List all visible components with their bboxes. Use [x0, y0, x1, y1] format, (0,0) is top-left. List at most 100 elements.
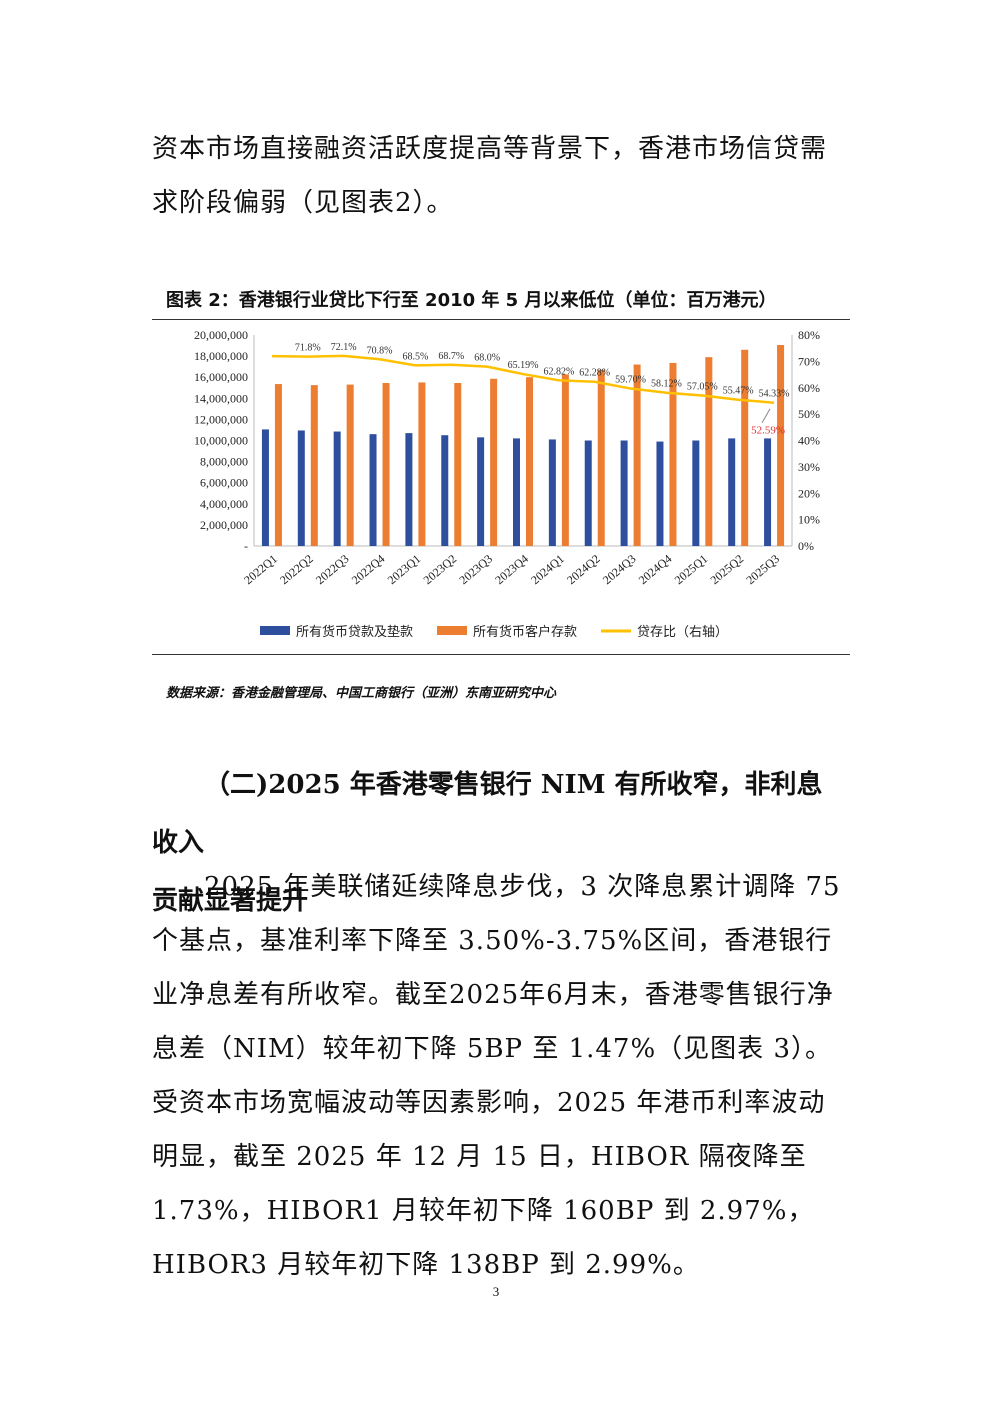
ratio-data-label: 68.5% — [402, 351, 428, 362]
loan-bar — [441, 435, 449, 546]
section-body: 2025 年美联储延续降息步伐，3 次降息累计调降 75 个基点，基准利率下降至… — [152, 860, 842, 1292]
y-right-tick-label: 60% — [798, 381, 820, 395]
deposit-bar — [454, 383, 462, 546]
section-body-text: 2025 年美联储延续降息步伐，3 次降息累计调降 75 个基点，基准利率下降至… — [152, 872, 841, 1280]
deposit-bar — [346, 384, 354, 546]
x-tick-label: 2024Q2 — [564, 552, 603, 588]
figure-source: 数据来源：香港金融管理局、中国工商银行（亚洲）东南亚研究中心 — [166, 686, 557, 701]
ratio-data-label: 58.12% — [651, 379, 682, 390]
legend-label: 所有货币客户存款 — [473, 624, 577, 640]
loan-bar — [764, 438, 772, 546]
deposit-bar — [741, 349, 749, 546]
loan-bar — [513, 438, 520, 546]
y-right-tick-label: 10% — [798, 513, 820, 527]
deposit-bar — [633, 364, 641, 546]
x-tick-label: 2023Q2 — [421, 552, 460, 588]
ratio-annotation: 52.59% — [751, 425, 785, 437]
section-heading: （二)2025 年香港零售银行 NIM 有所收窄，非利息收入 贡献显著提升 — [152, 756, 847, 930]
ratio-data-label: 62.82% — [543, 366, 574, 377]
x-tick-label: 2022Q4 — [349, 552, 388, 588]
y-right-tick-label: 70% — [798, 354, 820, 368]
deposit-bar — [669, 362, 677, 546]
legend-label: 贷存比（右轴） — [637, 625, 728, 640]
deposit-bar — [526, 377, 533, 546]
y-right-tick-label: 20% — [798, 486, 820, 500]
loan-bar — [584, 440, 592, 546]
loan-bar — [620, 440, 628, 546]
ratio-data-label: 57.05% — [687, 382, 718, 393]
annotation-leader-line — [761, 408, 771, 423]
ratio-data-label: 65.19% — [508, 360, 539, 371]
deposit-bar — [418, 382, 426, 546]
loan-bar — [369, 434, 377, 546]
ratio-data-label: 71.8% — [295, 343, 321, 354]
y-left-tick-label: 4,000,000 — [200, 497, 248, 511]
y-right-tick-label: 40% — [798, 434, 820, 448]
loan-bar — [692, 440, 700, 546]
deposit-bar — [561, 374, 569, 546]
loan-bar — [405, 433, 413, 546]
figure-title: 图表 2：香港银行业贷比下行至 2010 年 5 月以来低位（单位：百万港元） — [166, 290, 777, 311]
figure-bottom-rule — [152, 654, 850, 655]
y-right-tick-label: 50% — [798, 407, 820, 421]
legend-swatch — [437, 626, 467, 635]
x-tick-label: 2024Q3 — [600, 552, 639, 588]
deposit-bar — [490, 378, 498, 546]
loan-bar — [656, 441, 664, 546]
x-tick-label: 2025Q3 — [743, 552, 782, 588]
deposit-bar — [777, 345, 785, 546]
y-left-tick-label: 10,000,000 — [194, 434, 248, 448]
section-heading-line1: （二)2025 年香港零售银行 NIM 有所收窄，非利息收入 — [152, 770, 823, 858]
y-left-tick-label: 8,000,000 — [200, 455, 248, 469]
y-left-tick-label: 16,000,000 — [194, 370, 248, 384]
y-left-tick-label: 2,000,000 — [200, 518, 248, 532]
deposit-bar — [597, 369, 605, 546]
intro-text: 资本市场直接融资活跃度提高等背景下，香港市场信贷需求阶段偏弱（见图表2）。 — [152, 134, 828, 218]
x-tick-label: 2024Q1 — [528, 552, 567, 588]
page-number: 3 — [492, 1284, 500, 1299]
y-left-tick-label: 12,000,000 — [194, 412, 248, 426]
y-right-tick-label: 0% — [798, 539, 814, 553]
x-tick-label: 2022Q2 — [277, 552, 316, 588]
loan-bar — [261, 429, 269, 546]
loan-deposit-ratio-line — [271, 354, 775, 404]
ratio-data-label: 54.33% — [759, 389, 790, 400]
deposit-bar — [382, 383, 390, 546]
deposit-bar — [310, 385, 318, 546]
section-heading-line2: 贡献显著提升 — [152, 886, 309, 916]
loan-bar — [548, 439, 556, 546]
y-left-tick-label: 20,000,000 — [194, 328, 248, 342]
intro-paragraph: 资本市场直接融资活跃度提高等背景下，香港市场信贷需求阶段偏弱（见图表2）。 — [152, 122, 842, 230]
legend-label: 所有货币贷款及垫款 — [296, 624, 413, 640]
x-tick-label: 2023Q3 — [456, 552, 495, 588]
x-tick-label: 2023Q1 — [385, 552, 424, 588]
loan-deposit-chart: 20,000,000 18,000,000 16,000,000 14,000,000… — [194, 328, 820, 640]
x-tick-label: 2025Q1 — [672, 552, 711, 588]
x-tick-label: 2024Q4 — [636, 552, 675, 588]
x-tick-label: 2025Q2 — [708, 552, 747, 588]
ratio-data-label: 62.28% — [579, 368, 610, 379]
ratio-data-label: 59.70% — [615, 375, 646, 386]
y-right-tick-label: 80% — [798, 328, 820, 342]
ratio-data-label: 72.1% — [331, 342, 357, 353]
figure-top-rule — [152, 319, 850, 320]
y-left-tick-label: 18,000,000 — [194, 349, 248, 363]
y-right-tick-label: 30% — [798, 460, 820, 474]
x-tick-label: 2022Q1 — [241, 552, 280, 588]
legend-swatch — [260, 626, 290, 635]
ratio-data-label: 55.47% — [723, 386, 754, 397]
y-left-tick-label: - — [244, 539, 248, 553]
y-left-tick-label: 6,000,000 — [200, 476, 248, 490]
deposit-bar — [274, 384, 282, 546]
x-tick-label: 2023Q4 — [492, 552, 531, 588]
ratio-data-label: 70.8% — [367, 345, 393, 356]
deposit-bar — [705, 357, 713, 546]
loan-bar — [333, 431, 341, 546]
loan-bar — [297, 430, 305, 546]
ratio-data-label: 68.0% — [474, 353, 500, 364]
x-tick-label: 2022Q3 — [313, 552, 352, 588]
ratio-data-label: 68.7% — [438, 351, 464, 362]
loan-bar — [728, 438, 736, 546]
loan-bar — [477, 437, 485, 546]
y-left-tick-label: 14,000,000 — [194, 391, 248, 405]
